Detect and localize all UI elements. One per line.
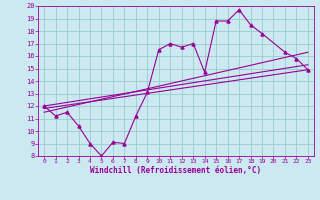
X-axis label: Windchill (Refroidissement éolien,°C): Windchill (Refroidissement éolien,°C) [91,166,261,175]
